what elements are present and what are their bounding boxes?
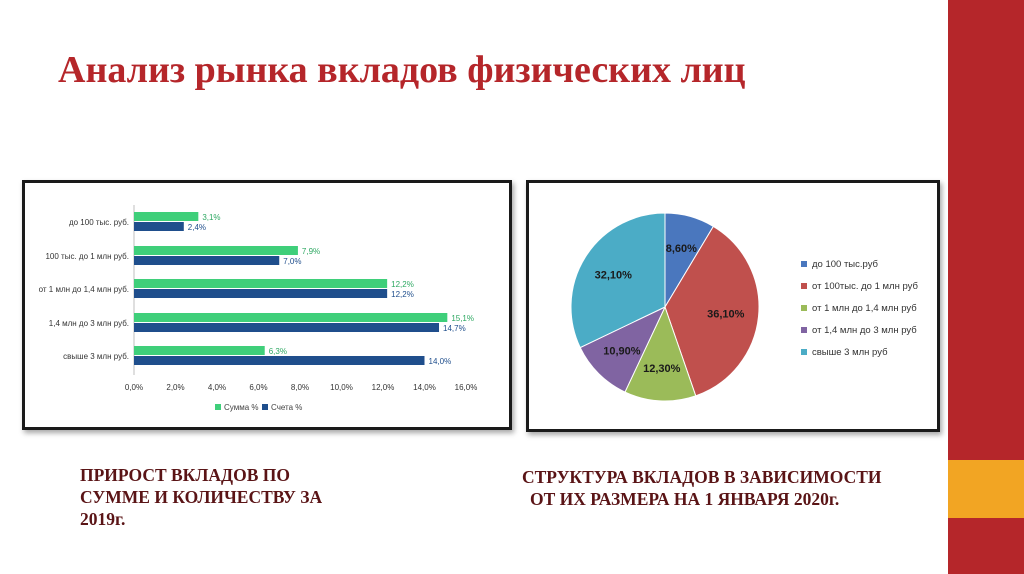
bar — [134, 279, 388, 288]
data-label: 3,1% — [202, 213, 220, 222]
slice-label: 36,10% — [707, 308, 745, 320]
bar — [134, 323, 440, 332]
data-label: 7,0% — [283, 257, 301, 266]
bar — [134, 256, 280, 265]
data-label: 15,1% — [451, 314, 474, 323]
category-label: до 100 тыс. руб. — [69, 218, 129, 227]
bar-chart-frame: до 100 тыс. руб. 3,1% 2,4% 100 тыс. до 1 мл… — [22, 180, 512, 430]
legend-swatch — [801, 327, 807, 333]
x-tick-label: 0,0% — [125, 383, 143, 392]
legend-swatch — [801, 283, 807, 289]
pie-chart: 8,60% 36,10% 12,30%10,90% 32,10% до 100 тыс.… — [570, 212, 919, 402]
data-label: 14,0% — [429, 357, 452, 366]
legend-swatch — [801, 305, 807, 311]
legend-label: от 1 млн до 1,4 млн руб — [812, 303, 917, 314]
data-label: 2,4% — [188, 223, 206, 232]
legend-label: Сумма % — [224, 403, 258, 412]
legend-label: свыше 3 млн руб — [812, 347, 888, 358]
x-tick-label: 2,0% — [166, 383, 184, 392]
bar — [134, 222, 184, 231]
bar — [134, 346, 265, 355]
caption-line: ПРИРОСТ ВКЛАДОВ ПО — [80, 465, 290, 485]
caption-line: 2019г. — [80, 509, 126, 529]
x-tick-label: 4,0% — [208, 383, 226, 392]
legend-swatch — [215, 404, 221, 410]
slice-label: 32,10% — [595, 269, 633, 281]
caption-line: СУММЕ И КОЛИЧЕСТВУ ЗА — [80, 487, 323, 507]
slice-label: 8,60% — [666, 243, 697, 255]
bar-chart: до 100 тыс. руб. 3,1%2,4% 100 тыс. до 1 мл… — [39, 205, 478, 412]
side-stripe-gap — [941, 0, 948, 574]
data-label: 12,2% — [391, 290, 414, 299]
slice-label: 10,90% — [603, 345, 641, 357]
legend-swatch — [801, 261, 807, 267]
bar — [134, 246, 298, 255]
bar — [134, 289, 388, 298]
caption-line: ОТ ИХ РАЗМЕРА НА 1 ЯНВАРЯ 2020г. — [530, 489, 840, 509]
pie-slice — [664, 225, 760, 397]
bar — [134, 313, 448, 322]
category-label: 100 тыс. до 1 млн руб. — [45, 252, 129, 261]
category-label: 1,4 млн до 3 млн руб. — [49, 319, 129, 328]
data-label: 7,9% — [302, 247, 320, 256]
bar-chart-caption: ПРИРОСТ ВКЛАДОВ ПО СУММЕ И КОЛИЧЕСТВУ ЗА… — [80, 464, 322, 530]
caption-line: СТРУКТУРА ВКЛАДОВ В ЗАВИСИМОСТИ — [522, 467, 882, 487]
x-tick-label: 8,0% — [291, 383, 309, 392]
legend-label: Счета % — [271, 403, 302, 412]
pie-slice — [624, 305, 697, 402]
legend-label: от 1,4 млн до 3 млн руб — [812, 325, 917, 336]
data-label: 14,7% — [443, 324, 466, 333]
pie-slice — [570, 212, 666, 349]
legend-label: до 100 тыс.руб — [812, 259, 879, 270]
x-tick-label: 16,0% — [455, 383, 478, 392]
category-label: свыше 3 млн руб. — [63, 352, 129, 361]
data-label: 6,3% — [269, 347, 287, 356]
x-tick-label: 14,0% — [413, 383, 436, 392]
bar — [134, 356, 425, 365]
side-stripe-orange — [948, 460, 1024, 518]
bar — [134, 212, 199, 221]
legend-label: от 100тыс. до 1 млн руб — [812, 281, 919, 292]
legend-swatch — [801, 349, 807, 355]
slide-title: Анализ рынка вкладов физических лиц — [58, 49, 746, 91]
data-label: 12,2% — [391, 280, 414, 289]
pie-chart-frame: 8,60% 36,10% 12,30% 10,90% 32,10% до 100 тыс.… — [526, 180, 940, 432]
slice-label: 12,30% — [643, 363, 681, 375]
pie-chart-caption: СТРУКТУРА ВКЛАДОВ В ЗАВИСИМОСТИ ОТ ИХ РА… — [522, 466, 882, 510]
legend-swatch — [262, 404, 268, 410]
x-tick-label: 12,0% — [372, 383, 395, 392]
x-tick-label: 10,0% — [330, 383, 353, 392]
category-label: от 1 млн до 1,4 млн руб. — [39, 285, 129, 294]
x-tick-label: 6,0% — [249, 383, 267, 392]
